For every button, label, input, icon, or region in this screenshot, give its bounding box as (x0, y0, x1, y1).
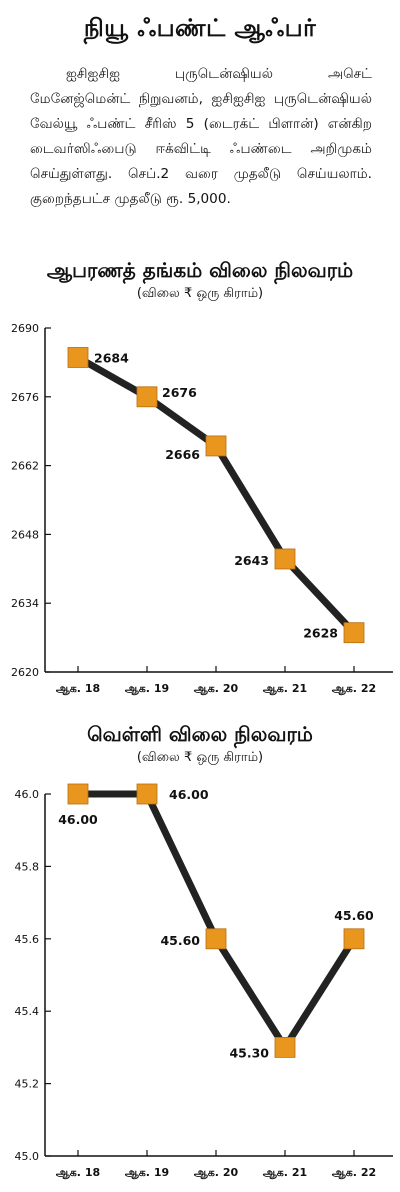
y-tick-label: 2662 (11, 460, 39, 473)
y-tick-label: 45.2 (15, 1078, 40, 1091)
x-tick-label: ஆக. 21 (263, 1166, 307, 1179)
data-point-marker (67, 347, 89, 368)
data-label: 46.00 (58, 812, 98, 827)
data-point-marker (136, 783, 158, 805)
y-tick-label: 45.4 (15, 1005, 40, 1018)
x-tick-label: ஆக. 21 (263, 682, 307, 695)
data-point-marker (136, 386, 158, 408)
series-line (74, 353, 358, 637)
data-label: 2666 (165, 447, 200, 462)
data-label: 46.00 (169, 787, 209, 802)
y-tick-label: 2634 (11, 597, 39, 610)
y-tick-label: 46.0 (15, 788, 40, 801)
data-point-marker (205, 435, 227, 457)
data-point-marker (343, 622, 365, 644)
x-tick-label: ஆக. 20 (194, 682, 239, 695)
data-point-marker (274, 548, 296, 570)
x-tick-label: ஆக. 22 (332, 682, 376, 695)
x-tick-label: ஆக. 19 (125, 682, 169, 695)
data-point-marker (343, 928, 365, 950)
silver-chart-subtitle: (விலை ₹ ஒரு கிராம்) (136, 750, 264, 765)
news-body: ஐசிஐசிஐ புருடென்ஷியல் அசெட் மேனேஜ்மென்ட்… (30, 66, 372, 207)
data-label: 2684 (94, 350, 129, 365)
y-tick-label: 2620 (11, 666, 39, 679)
data-label: 2628 (303, 626, 338, 641)
y-tick-label: 2648 (11, 528, 39, 541)
y-tick-label: 2690 (11, 322, 39, 335)
silver-price-chart: 46.0 45.8 45.6 45.4 45.2 45.0 ஆக. 18 ஆக. 19 ஆக. … (15, 783, 393, 1179)
x-tick-label: ஆக. 20 (194, 1166, 239, 1179)
x-tick-label: ஆக. 22 (332, 1166, 376, 1179)
gold-chart-title: ஆபரணத் தங்கம் விலை நிலவரம் (46, 258, 354, 282)
y-tick-label: 45.6 (15, 933, 40, 946)
silver-chart-title: வெள்ளி விலை நிலவரம் (87, 722, 313, 746)
x-tick-label: ஆக. 18 (56, 1166, 100, 1179)
x-tick-label: ஆக. 19 (125, 1166, 169, 1179)
data-label: 2643 (234, 553, 269, 568)
series-line (74, 790, 358, 1051)
data-point-marker (205, 928, 227, 950)
y-tick-label: 45.8 (15, 860, 40, 873)
news-title: நியூ ஃபண்ட் ஆஃபர் (83, 14, 317, 42)
data-point-marker (67, 783, 89, 805)
data-label: 45.60 (160, 933, 200, 948)
gold-price-chart: 2690 2676 2662 2648 2634 2620 ஆக. 18 ஆக. 19 ஆக. … (11, 322, 393, 695)
gold-chart-subtitle: (விலை ₹ ஒரு கிராம்) (136, 286, 264, 301)
y-tick-label: 2676 (11, 391, 39, 404)
data-point-marker (274, 1036, 296, 1058)
data-label: 2676 (162, 385, 197, 400)
data-label: 45.60 (334, 908, 374, 923)
data-label: 45.30 (229, 1045, 269, 1060)
y-tick-label: 45.0 (15, 1150, 40, 1163)
x-tick-label: ஆக. 18 (56, 682, 100, 695)
